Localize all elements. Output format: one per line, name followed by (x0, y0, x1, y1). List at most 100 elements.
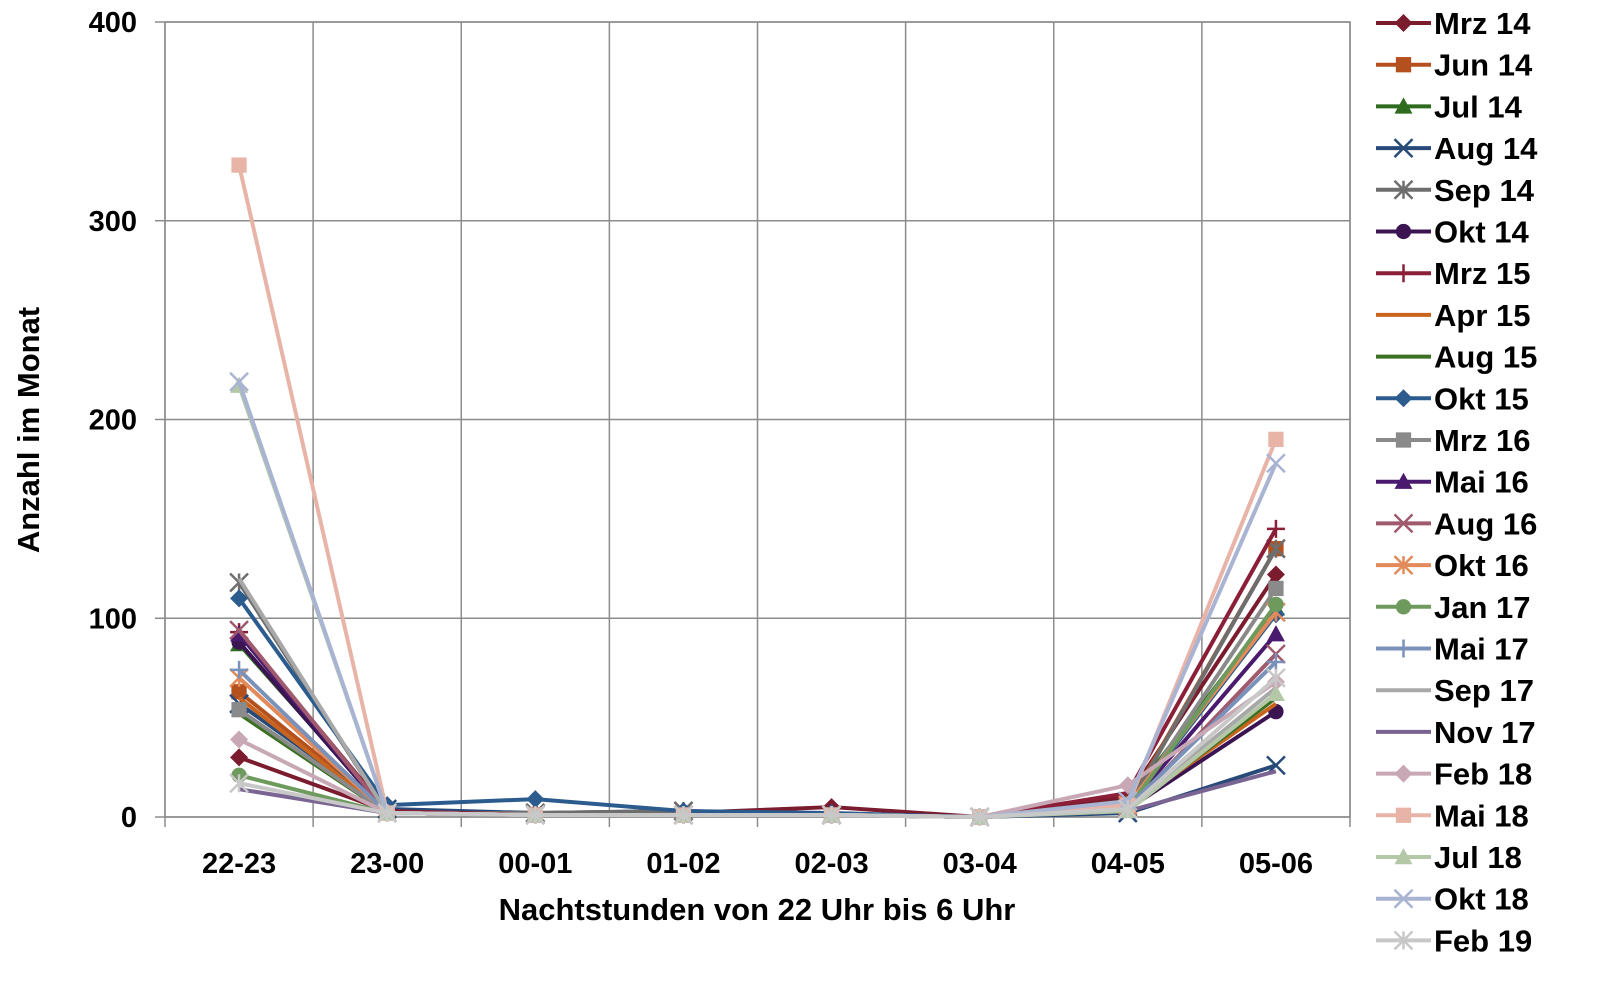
data-point (229, 773, 249, 794)
data-point (1394, 264, 1413, 283)
legend-item: Nov 17 (1376, 715, 1536, 750)
y-tick-label: 300 (89, 206, 137, 238)
legend-label: Apr 15 (1434, 298, 1530, 333)
legend-label: Aug 16 (1434, 506, 1537, 541)
data-point (1395, 57, 1412, 73)
data-point (230, 748, 249, 767)
x-tick-label: 00-01 (498, 848, 572, 880)
y-axis-title: Anzahl im Monat (11, 307, 46, 553)
legend-item: Aug 16 (1376, 506, 1537, 541)
legend-label: Aug 15 (1434, 340, 1537, 375)
series-feb-19 (229, 667, 1286, 827)
legend-item: Jan 17 (1376, 590, 1531, 625)
data-point (1266, 652, 1285, 671)
x-axis-title: Nachtstunden von 22 Uhr bis 6 Uhr (499, 892, 1016, 927)
data-point (229, 371, 249, 392)
legend-label: Mrz 16 (1434, 423, 1530, 458)
data-point (1393, 179, 1414, 200)
legend-label: Mai 16 (1434, 465, 1529, 500)
data-point (1394, 97, 1413, 114)
legend-item: Okt 16 (1376, 548, 1529, 583)
data-point (1395, 432, 1412, 448)
data-point (1395, 599, 1412, 615)
data-point (1393, 513, 1414, 534)
data-point (1266, 519, 1285, 538)
data-point (1394, 14, 1413, 32)
data-point (1393, 930, 1414, 951)
legend-label: Okt 16 (1434, 548, 1529, 583)
data-point (1266, 625, 1285, 642)
data-point (1393, 555, 1414, 575)
data-point (1395, 223, 1412, 240)
legend-label: Jul 18 (1434, 840, 1522, 875)
legend-item: Sep 17 (1376, 673, 1534, 708)
data-point (229, 620, 249, 641)
data-point (673, 805, 694, 825)
legend-item: Mai 18 (1376, 798, 1529, 833)
data-point (1394, 848, 1413, 865)
data-point (1266, 453, 1286, 474)
data-point (1266, 667, 1286, 688)
legend-item: Sep 14 (1376, 173, 1535, 208)
legend-label: Jun 14 (1434, 48, 1533, 83)
data-point (230, 730, 249, 749)
legend-item: Aug 15 (1376, 340, 1537, 375)
legend-label: Jan 17 (1434, 590, 1531, 625)
x-tick-label: 05-06 (1239, 848, 1313, 880)
legend-label: Sep 17 (1434, 673, 1534, 708)
data-point (1393, 888, 1414, 909)
legend-label: Mai 18 (1434, 798, 1529, 833)
data-point (525, 805, 546, 825)
data-point (1395, 807, 1412, 823)
data-point (230, 660, 249, 679)
legend-item: Feb 18 (1376, 757, 1532, 792)
legend-item: Okt 15 (1376, 381, 1529, 416)
data-point (377, 803, 398, 823)
series-line (238, 676, 1278, 819)
legend-label: Nov 17 (1434, 715, 1536, 750)
legend-item: Jul 14 (1376, 89, 1523, 124)
legend-label: Mrz 14 (1434, 6, 1531, 41)
data-point (821, 805, 842, 825)
legend-item: Mrz 15 (1376, 256, 1530, 291)
legend-item: Jul 18 (1376, 840, 1522, 875)
legend-label: Okt 14 (1434, 215, 1530, 250)
legend-label: Okt 15 (1434, 381, 1529, 416)
legend-item: Mrz 14 (1376, 6, 1531, 41)
x-tick-label: 23-00 (350, 848, 424, 880)
legend-item: Apr 15 (1376, 298, 1530, 333)
data-point (1393, 138, 1414, 158)
x-tick-label: 03-04 (943, 848, 1017, 880)
data-point (1268, 596, 1284, 612)
data-point (1268, 580, 1284, 597)
data-point (1117, 799, 1138, 819)
x-tick-label: 02-03 (794, 848, 868, 880)
legend-label: Feb 19 (1434, 923, 1532, 958)
legend-item: Aug 14 (1376, 131, 1538, 166)
data-point (1394, 472, 1413, 489)
data-point (230, 589, 249, 608)
legend-item: Jun 14 (1376, 48, 1533, 83)
data-point (1266, 684, 1285, 701)
x-tick-label: 22-23 (202, 848, 276, 880)
data-point (1394, 389, 1413, 408)
x-tick-label: 01-02 (646, 848, 720, 880)
data-point (1266, 565, 1285, 584)
y-tick-label: 400 (89, 7, 137, 39)
legend-item: Mrz 16 (1376, 423, 1530, 458)
data-point (1268, 431, 1284, 448)
data-point (1394, 639, 1413, 658)
legend-label: Mrz 15 (1434, 256, 1530, 291)
y-tick-label: 100 (89, 603, 137, 635)
data-point (231, 702, 247, 718)
legend-label: Mai 17 (1434, 632, 1529, 667)
legend-label: Jul 14 (1434, 89, 1523, 124)
legend-label: Feb 18 (1434, 757, 1532, 792)
legend-item: Mai 17 (1376, 632, 1529, 667)
data-point (231, 157, 247, 173)
x-tick-label: 04-05 (1091, 848, 1165, 880)
data-point (526, 790, 545, 809)
legend-label: Aug 14 (1434, 131, 1538, 166)
legend-label: Okt 18 (1434, 882, 1529, 917)
